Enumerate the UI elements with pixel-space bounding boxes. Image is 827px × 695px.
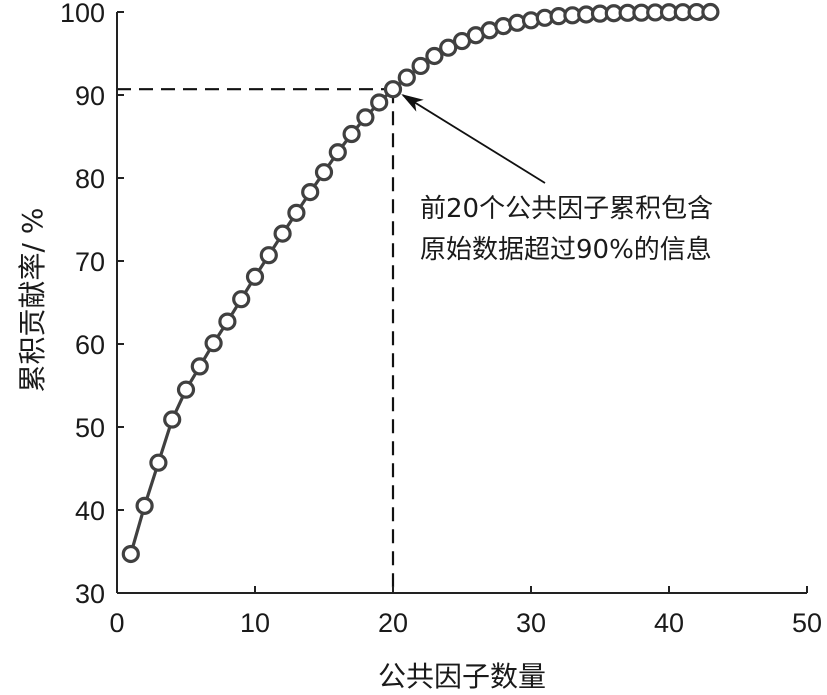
data-point [342, 124, 361, 144]
data-point [232, 290, 251, 309]
x-tick-label: 40 [654, 608, 684, 638]
y-tick-label: 30 [75, 579, 105, 609]
data-point [245, 267, 265, 286]
data-point [383, 80, 403, 99]
y-tick-label: 100 [60, 0, 105, 28]
y-tick-label: 50 [75, 413, 105, 443]
reference-lines [117, 88, 395, 593]
y-tick-label: 60 [75, 330, 105, 360]
annotation-text-line-2: 原始数据超过90%的信息 [420, 235, 712, 265]
data-point [301, 183, 320, 202]
axes [116, 12, 807, 594]
ticks: 0 10 20 30 40 50 30 40 50 60 70 80 90 100 [60, 0, 822, 638]
data-point [314, 163, 334, 182]
y-tick-label: 90 [75, 81, 105, 111]
annotation-text-line-1: 前20个公共因子累积包含 [420, 194, 713, 224]
x-tick-label: 30 [516, 608, 546, 638]
data-point [218, 312, 237, 331]
data-point [149, 453, 168, 472]
data-point [190, 357, 209, 376]
data-point [287, 203, 306, 222]
x-tick-label: 0 [109, 608, 124, 638]
y-tick-label: 70 [75, 247, 105, 277]
data-point [163, 410, 182, 429]
x-axis-title: 公共因子数量 [378, 660, 546, 693]
annotation-arrow [401, 94, 546, 184]
data-point [397, 68, 416, 87]
data-point [176, 380, 196, 399]
x-tick-label: 50 [792, 608, 822, 638]
data-point [425, 46, 444, 66]
data-point [273, 224, 292, 243]
annotation: 前20个公共因子累积包含 原始数据超过90%的信息 [401, 94, 713, 265]
data-point [411, 56, 430, 76]
y-tick-label: 40 [75, 496, 105, 526]
data-point [121, 544, 140, 564]
y-tick-label: 80 [75, 164, 105, 194]
x-tick-label: 10 [240, 608, 270, 638]
x-tick-label: 20 [378, 608, 408, 638]
data-point [356, 108, 375, 127]
data-point [370, 93, 389, 112]
data-point [328, 143, 347, 162]
data-point [701, 2, 720, 22]
data-point [259, 246, 278, 265]
data-point [204, 334, 223, 353]
y-axis-title: 累积贡献率/ % [16, 208, 49, 393]
data-layer [121, 2, 720, 564]
data-point [135, 496, 154, 515]
data-point [439, 38, 458, 57]
